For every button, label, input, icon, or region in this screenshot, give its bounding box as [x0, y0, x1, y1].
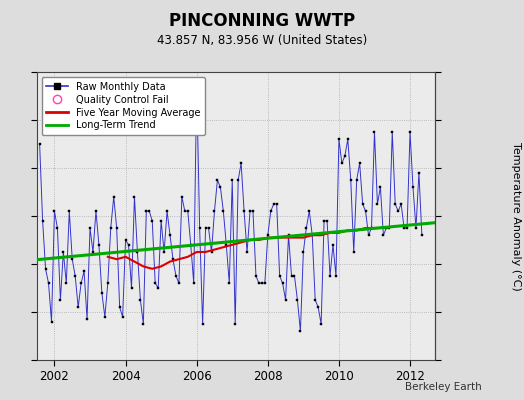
- Text: Berkeley Earth: Berkeley Earth: [406, 382, 482, 392]
- Text: Temperature Anomaly (°C): Temperature Anomaly (°C): [511, 142, 521, 290]
- Text: 43.857 N, 83.956 W (United States): 43.857 N, 83.956 W (United States): [157, 34, 367, 47]
- Text: PINCONNING WWTP: PINCONNING WWTP: [169, 12, 355, 30]
- Legend: Raw Monthly Data, Quality Control Fail, Five Year Moving Average, Long-Term Tren: Raw Monthly Data, Quality Control Fail, …: [41, 77, 205, 135]
